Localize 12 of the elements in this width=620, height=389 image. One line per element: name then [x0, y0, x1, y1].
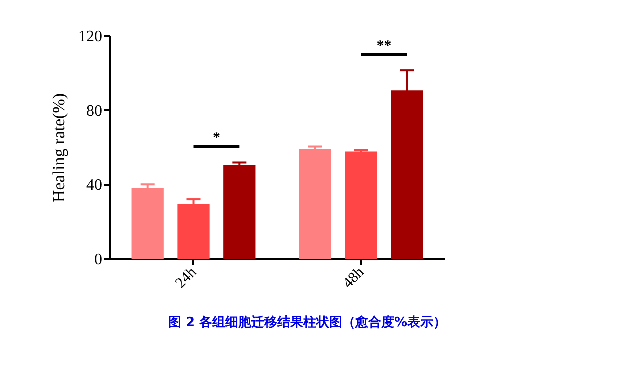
y-tick-label: 80	[86, 102, 102, 120]
bar	[178, 204, 210, 259]
annotation: *	[212, 130, 220, 147]
y-tick-label: 0	[94, 252, 102, 268]
x-tick-label: 24h	[172, 264, 200, 292]
y-tick-label: 120	[78, 28, 102, 46]
y-tick-label: 40	[86, 177, 102, 194]
annotation: **	[376, 38, 392, 55]
x-tick-label: 48h	[340, 264, 368, 292]
bar	[132, 188, 164, 259]
y-axis-title: Healing rate(%)	[50, 93, 68, 203]
text: 图 2 各组细胞迁移结果柱状图（愈合度%表示）	[168, 314, 447, 331]
